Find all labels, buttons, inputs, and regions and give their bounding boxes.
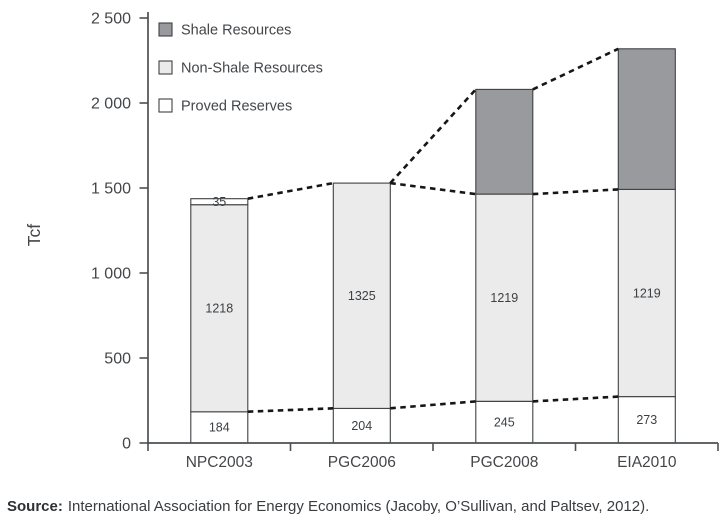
segment-proved-reserves-pgc2006 (332, 407, 391, 444)
value-label-non-shale-resources-eia2010: 1219 (633, 286, 661, 300)
total-resources-trend (247, 47, 619, 200)
y-tick-label: 1 500 (91, 181, 131, 198)
value-label-proved-reserves-pgc2008: 245 (494, 416, 515, 430)
segment-shale-resources-pgc2008 (475, 88, 534, 195)
legend-item-non-shale-resources: Non-Shale Resources (158, 60, 323, 77)
bar-eia2010 (617, 48, 676, 444)
x-tick-label-npc2003: NPC2003 (186, 454, 253, 471)
bar-pgc2006 (332, 182, 391, 444)
value-label-proved-reserves-npc2003: 184 (209, 421, 230, 435)
total-resources-trend-segment (389, 88, 477, 184)
proved-reserves-trend-segment (390, 400, 476, 410)
segment-non-shale-resources-npc2003 (190, 204, 249, 413)
value-label-proved-reserves-eia2010: 273 (636, 413, 657, 427)
legend: Shale Resources Non-Shale Resources Proved… (158, 22, 323, 115)
segment-proved-reserves-npc2003 (190, 411, 249, 444)
y-tick-label: 2 000 (91, 96, 131, 113)
total-resources-trend-segment (532, 47, 619, 91)
legend-swatch-proved-reserves (158, 98, 173, 113)
segment-shale-resources-eia2010 (617, 48, 676, 190)
non-shale-level-trend-segment (390, 181, 476, 196)
y-tick-label: 2 500 (91, 11, 131, 28)
legend-label: Shale Resources (181, 23, 291, 39)
value-labels-group: 184 1218 35 204 1325 245 1219 273 1219 (205, 195, 660, 435)
proved-reserves-trend-segment (247, 407, 334, 413)
legend-swatch-shale-resources (158, 22, 173, 37)
y-tick-label: 0 (122, 436, 131, 453)
legend-swatch-non-shale-resources (158, 60, 173, 75)
source-label: Source: (7, 498, 63, 515)
axes-group: 0 500 1 000 1 500 2 000 2 500 NPC2003 PGC2006 PG… (24, 11, 719, 471)
value-label-non-shale-resources-npc2003: 1218 (205, 302, 233, 316)
stacked-bar-chart: 0 500 1 000 1 500 2 000 2 500 NPC2003 PGC2006 PG… (24, 11, 719, 471)
total-resources-trend-segment (247, 181, 334, 200)
dashed-connectors-group (247, 47, 619, 413)
proved-reserves-trend (247, 395, 619, 413)
legend-item-proved-reserves: Proved Reserves (158, 98, 292, 115)
segment-non-shale-resources-eia2010 (617, 188, 676, 398)
non-shale-level-trend-segment (532, 188, 619, 196)
source-line: Source: International Association for Ene… (7, 498, 649, 515)
segment-proved-reserves-eia2010 (617, 396, 676, 444)
value-label-non-shale-resources-pgc2008: 1219 (490, 291, 518, 305)
x-tick-label-pgc2006: PGC2006 (328, 454, 396, 471)
legend-label: Proved Reserves (181, 99, 292, 115)
y-tick-label: 1 000 (91, 266, 131, 283)
legend-item-shale-resources: Shale Resources (158, 22, 291, 39)
value-label-shale-resources-npc2003: 35 (212, 195, 226, 209)
bar-npc2003 (190, 198, 249, 444)
x-tick-label-pgc2008: PGC2008 (470, 454, 538, 471)
segment-shale-resources-npc2003 (190, 198, 249, 206)
bars-group (190, 48, 676, 444)
non-shale-level-trend (390, 181, 619, 196)
source-text: International Association for Energy Eco… (67, 498, 650, 515)
y-axis-title: Tcf (24, 224, 44, 247)
segment-non-shale-resources-pgc2008 (475, 193, 534, 402)
value-label-proved-reserves-pgc2006: 204 (351, 419, 372, 433)
value-label-non-shale-resources-pgc2006: 1325 (348, 289, 376, 303)
segment-non-shale-resources-pgc2006 (332, 182, 391, 409)
bar-pgc2008 (475, 88, 534, 444)
y-tick-label: 500 (104, 351, 131, 368)
legend-label: Non-Shale Resources (181, 61, 323, 77)
x-tick-label-eia2010: EIA2010 (617, 454, 677, 471)
proved-reserves-trend-segment (532, 395, 619, 403)
